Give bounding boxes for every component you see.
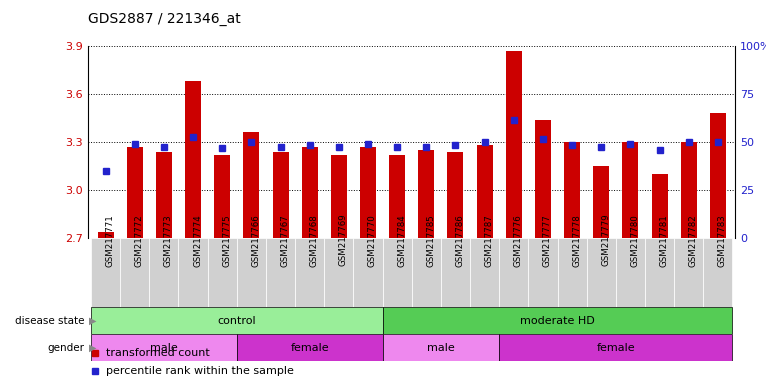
Bar <box>353 238 382 307</box>
Bar <box>273 152 289 238</box>
Bar <box>382 334 499 361</box>
Text: GSM217777: GSM217777 <box>543 214 552 266</box>
Text: GSM217783: GSM217783 <box>718 214 727 266</box>
Text: transformed count: transformed count <box>106 348 210 358</box>
Bar <box>237 238 266 307</box>
Text: GSM217773: GSM217773 <box>164 214 173 266</box>
Bar <box>616 238 645 307</box>
Text: GSM217766: GSM217766 <box>251 214 260 266</box>
Text: male: male <box>150 343 178 353</box>
Bar <box>389 155 405 238</box>
Bar <box>126 147 142 238</box>
Text: GDS2887 / 221346_at: GDS2887 / 221346_at <box>88 12 241 25</box>
Text: GSM217785: GSM217785 <box>427 214 435 266</box>
Text: ▶: ▶ <box>89 316 97 326</box>
Bar <box>499 238 529 307</box>
Bar <box>208 238 237 307</box>
Bar <box>295 238 324 307</box>
Bar <box>91 307 382 334</box>
Bar <box>237 334 382 361</box>
Text: control: control <box>218 316 256 326</box>
Text: female: female <box>290 343 329 353</box>
Text: GSM217786: GSM217786 <box>456 214 464 266</box>
Text: GSM217781: GSM217781 <box>660 214 669 266</box>
Text: GSM217767: GSM217767 <box>280 214 290 266</box>
Bar <box>470 238 499 307</box>
Bar <box>382 307 732 334</box>
Text: GSM217769: GSM217769 <box>339 214 348 266</box>
Bar <box>674 238 703 307</box>
Bar <box>185 81 201 238</box>
Bar <box>623 142 638 238</box>
Bar <box>382 238 411 307</box>
Text: GSM217775: GSM217775 <box>222 214 231 266</box>
Text: GSM217787: GSM217787 <box>485 214 493 266</box>
Text: GSM217782: GSM217782 <box>689 214 698 266</box>
Text: male: male <box>427 343 455 353</box>
Bar <box>703 238 732 307</box>
Bar <box>302 147 318 238</box>
Bar <box>155 152 172 238</box>
Bar <box>360 147 376 238</box>
Text: disease state: disease state <box>15 316 84 326</box>
Bar <box>411 238 441 307</box>
Bar <box>499 334 732 361</box>
Text: GSM217776: GSM217776 <box>514 214 522 266</box>
Bar <box>120 238 149 307</box>
Bar <box>97 232 113 238</box>
Bar <box>506 51 522 238</box>
Text: GSM217770: GSM217770 <box>368 214 377 266</box>
Text: GSM217768: GSM217768 <box>309 214 319 266</box>
Text: moderate HD: moderate HD <box>520 316 595 326</box>
Bar <box>652 174 668 238</box>
Bar <box>149 238 178 307</box>
Text: GSM217780: GSM217780 <box>630 214 640 266</box>
Bar <box>476 145 493 238</box>
Text: GSM217772: GSM217772 <box>135 214 144 266</box>
Bar <box>529 238 558 307</box>
Text: GSM217778: GSM217778 <box>572 214 581 266</box>
Bar <box>214 155 231 238</box>
Bar <box>558 238 587 307</box>
Text: GSM217779: GSM217779 <box>601 214 611 266</box>
Bar <box>441 238 470 307</box>
Bar <box>645 238 674 307</box>
Bar <box>681 142 697 238</box>
Bar <box>447 152 463 238</box>
Text: female: female <box>597 343 635 353</box>
Bar <box>418 150 434 238</box>
Bar <box>710 113 726 238</box>
Bar <box>331 155 347 238</box>
Bar <box>535 120 551 238</box>
Text: GSM217771: GSM217771 <box>106 214 115 266</box>
Text: percentile rank within the sample: percentile rank within the sample <box>106 366 294 376</box>
Bar <box>324 238 353 307</box>
Text: GSM217774: GSM217774 <box>193 214 202 266</box>
Text: ▶: ▶ <box>89 343 97 353</box>
Text: gender: gender <box>47 343 84 353</box>
Text: GSM217784: GSM217784 <box>397 214 406 266</box>
Bar <box>564 142 580 238</box>
Bar <box>91 334 237 361</box>
Bar <box>266 238 295 307</box>
Bar <box>244 132 260 238</box>
Bar <box>91 238 120 307</box>
Bar <box>178 238 208 307</box>
Bar <box>593 166 609 238</box>
Bar <box>587 238 616 307</box>
